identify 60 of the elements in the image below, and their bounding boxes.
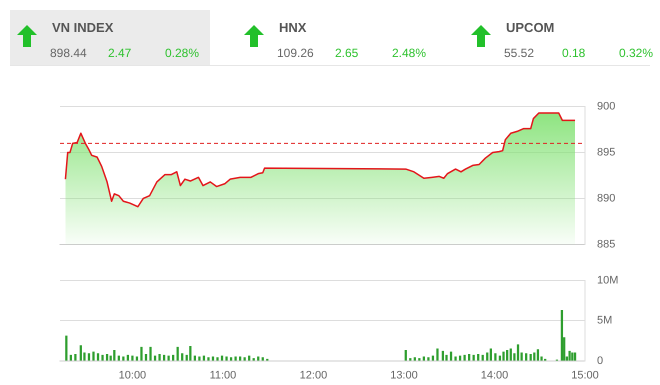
text: 109.26 [277, 46, 314, 60]
bar [506, 350, 508, 361]
bar [468, 354, 470, 361]
x-tick-label: 15:00 [571, 369, 599, 382]
y-tick-label: 5M [597, 314, 612, 327]
bar [418, 358, 420, 361]
text: 0.18 [562, 46, 586, 60]
bar [172, 354, 174, 361]
text: 2.65 [335, 46, 358, 60]
text: 2.48% [392, 46, 426, 60]
bar [533, 352, 536, 361]
bar [189, 346, 192, 361]
bar [510, 348, 512, 361]
bar [122, 356, 124, 361]
bar [409, 358, 412, 361]
bar [244, 357, 246, 361]
bar [571, 352, 574, 361]
text: 2.47 [108, 46, 132, 60]
bar [118, 356, 120, 361]
y-tick-label: 890 [597, 192, 616, 204]
text: 898.44 [50, 46, 87, 60]
bar [80, 345, 82, 361]
bar [422, 356, 426, 361]
x-tick-label: 14:00 [480, 369, 508, 382]
bar [490, 348, 492, 361]
y-tick-label: 885 [597, 238, 616, 250]
text: 0.28% [165, 46, 200, 60]
text: VN INDEX [52, 20, 114, 35]
bar [181, 353, 184, 361]
bar [525, 353, 528, 361]
text: 55.52 [504, 46, 534, 60]
y-tick-label: 10M [597, 274, 618, 287]
bar [257, 356, 260, 361]
x-tick-label: 11:00 [210, 369, 236, 382]
text: UPCOM [506, 20, 554, 35]
bar [70, 354, 72, 361]
bar [252, 358, 255, 361]
y-tick-label: 0 [597, 354, 604, 367]
bar [404, 350, 407, 361]
x-tick-label: 10:00 [118, 369, 146, 382]
bar [239, 356, 242, 361]
text: 0.32% [619, 46, 654, 60]
y-tick-label: 900 [597, 100, 616, 113]
bar [194, 356, 196, 361]
x-tick-label: 13:00 [390, 369, 418, 382]
bar [530, 354, 532, 361]
bar [262, 357, 264, 361]
y-tick-label: 895 [597, 146, 616, 159]
x-tick-label: 12:00 [300, 369, 328, 382]
bar [414, 357, 416, 361]
bar [167, 356, 170, 361]
bar [65, 336, 68, 361]
bar [477, 354, 480, 361]
bar [176, 346, 179, 361]
bar [486, 352, 488, 361]
bar [482, 354, 484, 361]
text: HNX [279, 20, 306, 35]
bar [472, 354, 475, 361]
bar [113, 350, 116, 361]
bar [248, 356, 250, 361]
